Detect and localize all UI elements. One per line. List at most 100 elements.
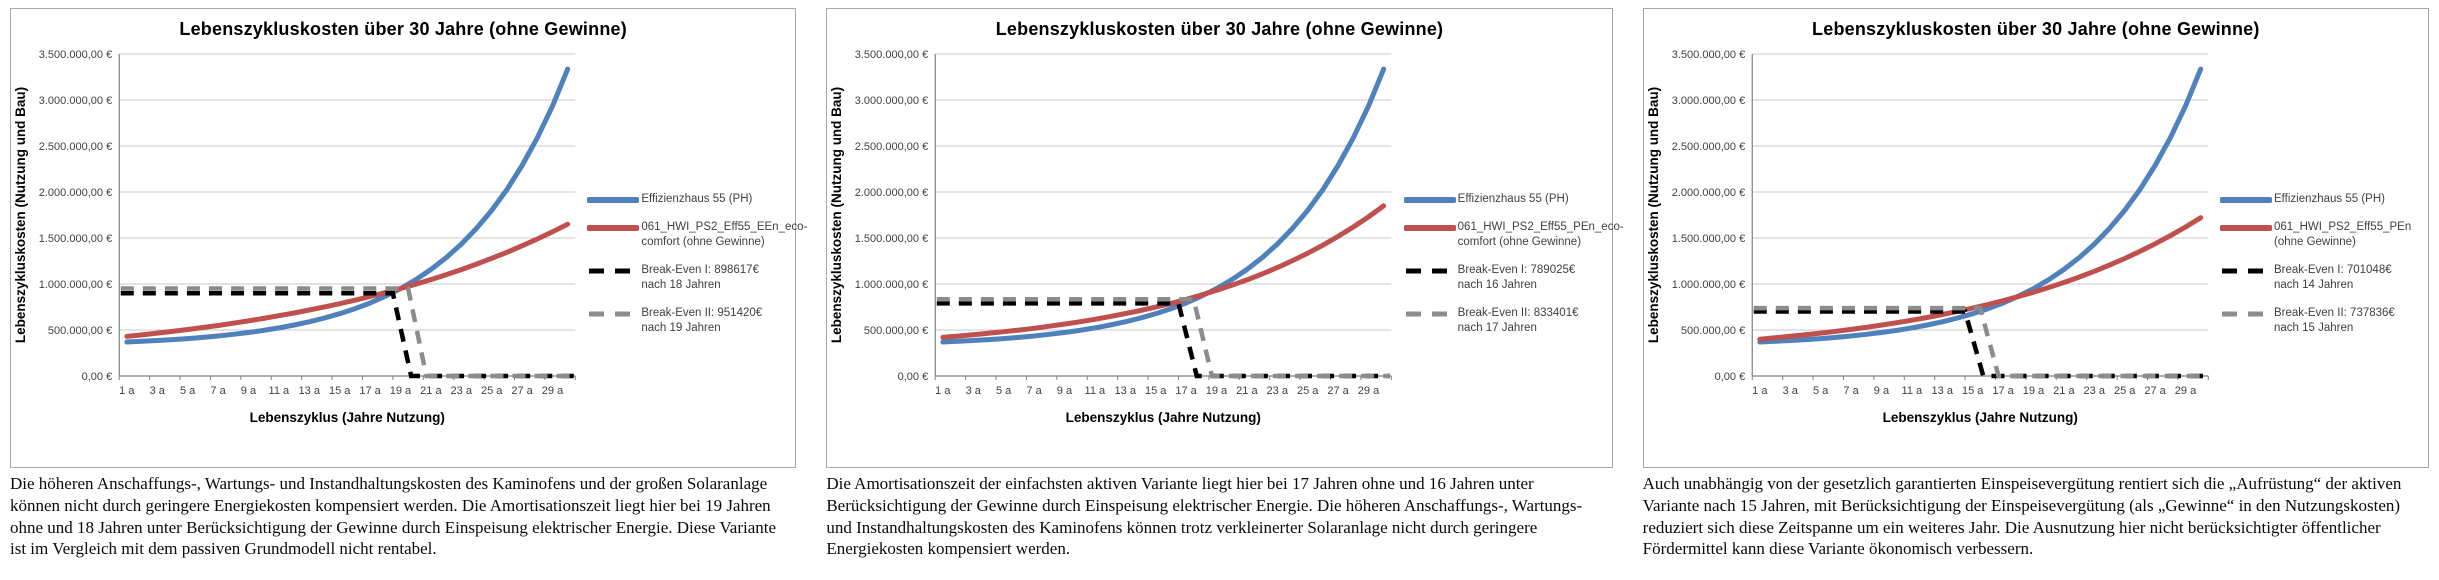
x-tick-label: 29 a — [542, 385, 564, 397]
x-tick-label: 27 a — [2144, 385, 2166, 397]
series-line-0 — [940, 66, 1387, 345]
x-tick-label: 11 a — [269, 385, 290, 397]
break-even-line-2 — [1753, 309, 2207, 379]
x-tick-label: 11 a — [1085, 385, 1106, 397]
y-tick-label: 500.000,00 € — [48, 325, 112, 337]
x-tick-label: 7 a — [210, 385, 226, 397]
legend-label: Effizienzhaus 55 (PH) — [2273, 193, 2385, 205]
y-tick-label: 3.500.000,00 € — [39, 49, 112, 61]
legend-item: Effizienzhaus 55 (PH) — [1403, 192, 1600, 207]
x-tick-label: 7 a — [1843, 385, 1859, 397]
y-tick-label: 2.500.000,00 € — [1671, 141, 1744, 153]
series-line-0 — [1757, 66, 2203, 345]
legend-label: 061_HWI_PS2_Eff55_EEn_eco-comfort (ohne … — [641, 220, 808, 248]
y-tick-label: 2.500.000,00 € — [855, 141, 928, 153]
legend-item: 061_HWI_PS2_Eff55_PEn (ohne Gewinne) — [2219, 220, 2416, 250]
x-tick-label: 15 a — [1962, 385, 1984, 397]
legend: Effizienzhaus 55 (PH) 061_HWI_PS2_Eff55_P… — [1403, 44, 1624, 454]
chart-frame: Lebenszykluskosten über 30 Jahre (ohne G… — [826, 8, 1624, 468]
x-tick-label: 23 a — [451, 385, 473, 397]
legend-item: Break-Even I: 789025€ nach 16 Jahren — [1404, 263, 1600, 293]
y-tick-label: 0,00 € — [898, 371, 929, 383]
series-line-1 — [940, 203, 1387, 340]
y-tick-label: 1.000.000,00 € — [39, 279, 112, 291]
x-tick-label: 25 a — [2114, 385, 2136, 397]
y-tick-label: 2.000.000,00 € — [1671, 187, 1744, 199]
x-tick-label: 9 a — [1057, 385, 1073, 397]
chart-title: Lebenszykluskosten über 30 Jahre (ohne G… — [995, 19, 1444, 39]
x-tick-label: 7 a — [1027, 385, 1043, 397]
legend-item: Break-Even II: 951420€ nach 19 Jahren — [587, 306, 783, 336]
series-line-1 — [124, 221, 571, 339]
x-tick-label: 19 a — [390, 385, 412, 397]
legend-item: Effizienzhaus 55 (PH) — [587, 192, 783, 207]
chart-panel-3: Lebenszykluskosten über 30 Jahre (ohne G… — [1642, 8, 2429, 577]
chart-frame: Lebenszykluskosten über 30 Jahre (ohne G… — [1642, 8, 2429, 468]
x-tick-label: 1 a — [936, 385, 952, 397]
legend-label: Break-Even II: 833401€ nach 17 Jahren — [1457, 306, 1579, 334]
y-tick-label: 3.500.000,00 € — [1671, 49, 1744, 61]
legend-label: Effizienzhaus 55 (PH) — [641, 193, 753, 205]
chart-body: 3.500.000,00 € 3.000.000,00 € 2.500.000,00… — [827, 44, 1624, 454]
y-tick-label: 1.500.000,00 € — [39, 233, 112, 245]
x-tick-label: 25 a — [1297, 385, 1319, 397]
break-even-line-2 — [937, 301, 1391, 379]
plot-area: 3.500.000,00 € 3.000.000,00 € 2.500.000,00… — [1646, 49, 2209, 425]
chart-body: 3.500.000,00 € 3.000.000,00 € 2.500.000,00… — [1644, 44, 2428, 454]
x-tick-label: 1 a — [1752, 385, 1768, 397]
legend-marker — [1405, 268, 1454, 274]
x-tick-label: 3 a — [966, 385, 982, 397]
x-tick-label: 21 a — [2053, 385, 2075, 397]
legend-label: 061_HWI_PS2_Eff55_PEn_eco-comfort (ohne … — [1457, 220, 1624, 248]
plot-area: 3.500.000,00 € 3.000.000,00 € 2.500.000,00… — [829, 49, 1393, 425]
caption-text: Die höheren Anschaffungs-, Wartungs- und… — [10, 474, 777, 559]
legend-label: Break-Even I: 789025€ nach 16 Jahren — [1457, 263, 1576, 291]
y-tick-label: 2.000.000,00 € — [39, 187, 112, 199]
legend: Effizienzhaus 55 (PH) 061_HWI_PS2_Eff55_E… — [587, 44, 807, 454]
x-tick-label: 15 a — [1145, 385, 1167, 397]
legend-marker — [589, 311, 638, 317]
y-tick-label: 3.000.000,00 € — [1671, 95, 1744, 107]
x-tick-label: 27 a — [511, 385, 533, 397]
y-tick-label: 0,00 € — [1714, 371, 1745, 383]
x-tick-label: 23 a — [2083, 385, 2105, 397]
x-tick-label: 15 a — [329, 385, 351, 397]
legend-label: Break-Even I: 898617€ nach 18 Jahren — [641, 263, 759, 291]
x-tick-label: 19 a — [2022, 385, 2044, 397]
x-tick-label: 9 a — [241, 385, 257, 397]
x-tick-label: 25 a — [481, 385, 503, 397]
legend-marker — [2219, 224, 2272, 231]
y-tick-label: 2.000.000,00 € — [855, 187, 928, 199]
x-tick-label: 21 a — [420, 385, 442, 397]
y-tick-label: 500.000,00 € — [864, 325, 928, 337]
x-tick-label: 3 a — [1782, 385, 1798, 397]
chart-panel-1: Lebenszykluskosten über 30 Jahre (ohne G… — [10, 8, 807, 577]
legend-item: Break-Even II: 833401€ nach 17 Jahren — [1404, 306, 1600, 336]
y-tick-label: 1.500.000,00 € — [1671, 233, 1744, 245]
y-tick-label: 3.500.000,00 € — [855, 49, 928, 61]
y-tick-label: 3.000.000,00 € — [39, 95, 112, 107]
x-tick-label: 9 a — [1873, 385, 1889, 397]
x-tick-label: 13 a — [1931, 385, 1953, 397]
caption-text: Auch unabhängig von der gesetzlich garan… — [1642, 474, 2402, 559]
x-tick-label: 5 a — [996, 385, 1012, 397]
x-tick-label: 23 a — [1267, 385, 1289, 397]
x-tick-label: 17 a — [359, 385, 381, 397]
x-tick-label: 11 a — [1901, 385, 1922, 397]
legend-label: Break-Even II: 951420€ nach 19 Jahren — [641, 306, 763, 334]
y-axis-title: Lebenszykluskosten (Nutzung und Bau) — [829, 87, 844, 343]
legend-label: 061_HWI_PS2_Eff55_PEn (ohne Gewinne) — [2273, 220, 2412, 248]
legend-marker — [587, 224, 640, 231]
series-line-0 — [124, 66, 571, 345]
chart-panel-2: Lebenszykluskosten über 30 Jahre (ohne G… — [826, 8, 1624, 577]
legend-item: Effizienzhaus 55 (PH) — [2219, 192, 2416, 207]
series-line-1 — [1757, 215, 2203, 342]
caption-text: Die Amortisationszeit der einfachsten ak… — [826, 474, 1583, 559]
x-tick-label: 1 a — [119, 385, 135, 397]
legend-marker — [2221, 268, 2270, 274]
legend-label: Break-Even I: 701048€ nach 14 Jahren — [2273, 263, 2392, 291]
legend-marker — [1403, 224, 1456, 231]
legend-label: Break-Even II: 737836€ nach 15 Jahren — [2273, 306, 2395, 334]
x-tick-label: 13 a — [299, 385, 321, 397]
x-tick-label: 29 a — [1358, 385, 1380, 397]
